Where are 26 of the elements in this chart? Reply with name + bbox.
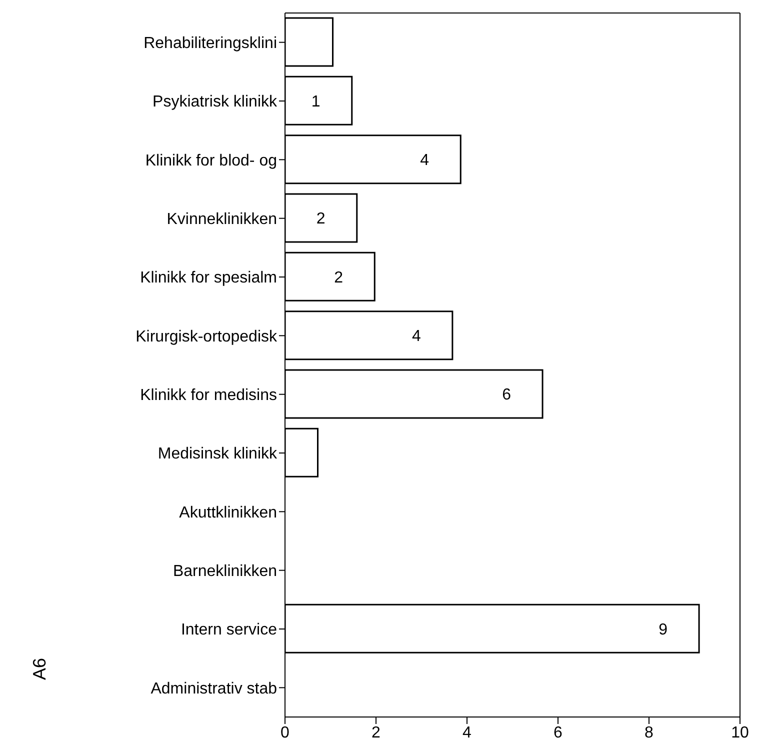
y-tick-label: Psykiatrisk klinikk — [152, 94, 278, 111]
y-tick-label: Administrativ stab — [150, 680, 278, 698]
y-tick-label: Kirurgisk-ortopedisk — [136, 328, 278, 346]
data-label: 4 — [412, 328, 421, 345]
y-axis-title: A6 — [29, 658, 50, 680]
x-tick-label: 0 — [280, 724, 290, 742]
x-tick-label: 4 — [462, 724, 472, 742]
x-tick-label: 6 — [554, 724, 563, 742]
y-tick-label: Klinikk for medisins — [140, 387, 277, 404]
y-tick-label: Barneklinikken — [172, 563, 277, 580]
y-tick-label: Klinikk for spesialm — [140, 270, 277, 287]
x-tick-label: 8 — [644, 724, 654, 742]
x-tick-label: 10 — [731, 724, 749, 742]
y-tick-label: Klinikk for blod- og — [145, 152, 277, 170]
x-tick-label: 2 — [372, 724, 381, 742]
y-tick-label: Rehabiliteringsklini — [144, 35, 277, 52]
data-label: 2 — [334, 269, 344, 286]
y-tick-label: Kvinneklinikken — [166, 211, 277, 228]
data-label: 6 — [502, 386, 512, 404]
y-tick-label: Akuttklinikken — [179, 504, 277, 522]
data-label: 2 — [316, 210, 326, 228]
data-label: 1 — [311, 93, 320, 110]
y-tick-label: Medisinsk klinikk — [158, 446, 278, 463]
data-label: 9 — [658, 621, 668, 638]
data-label: 4 — [420, 152, 430, 169]
y-tick-label: Intern service — [180, 622, 278, 639]
